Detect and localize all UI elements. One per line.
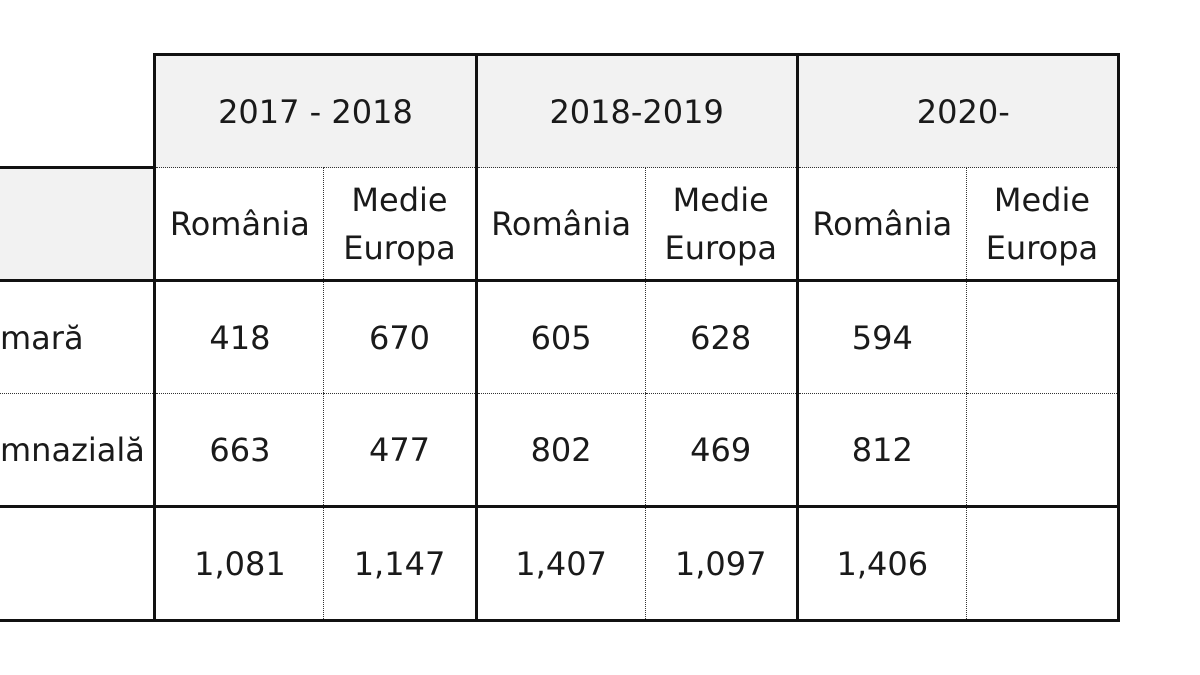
subheader-medie-europa: Medie Europa (323, 167, 478, 282)
row-label-header (0, 166, 155, 282)
table-cell: 1,407 (476, 506, 646, 622)
table-cell: 594 (797, 280, 967, 394)
table-cell: 628 (644, 280, 799, 394)
table-cell: 663 (153, 393, 324, 508)
table-cell: 477 (323, 393, 478, 508)
table-cell (965, 393, 1121, 508)
table-cell: 670 (323, 280, 478, 394)
table-cell (965, 506, 1121, 622)
row-label: mnazială (0, 393, 155, 508)
table-cell: 1,147 (323, 506, 478, 622)
comparison-table: 2017 - 2018 2018-2019 2020- România Medi… (0, 53, 1121, 622)
table-cell: 469 (644, 393, 799, 508)
subheader-europa-line: Europa (343, 228, 456, 267)
period-header-2017-2018: 2017 - 2018 (153, 53, 478, 168)
table-row: mară 418 670 605 628 594 (0, 280, 1121, 394)
subheader-romania: România (476, 167, 646, 282)
subheader-medie-line: Medie (993, 180, 1091, 219)
table-cell: 812 (797, 393, 967, 508)
corner-cell (0, 55, 155, 168)
table-cell: 605 (476, 280, 646, 394)
table-row-total: 1,081 1,147 1,407 1,097 1,406 (0, 506, 1121, 622)
row-label-text: mară (0, 318, 84, 357)
table-cell: 1,081 (153, 506, 324, 622)
period-header-2020: 2020- (797, 53, 1121, 168)
table-cell (965, 280, 1121, 394)
period-header-2018-2019: 2018-2019 (476, 53, 799, 168)
header-row-periods: 2017 - 2018 2018-2019 2020- (0, 53, 1121, 168)
table-cell: 1,097 (644, 506, 799, 622)
table-cell: 802 (476, 393, 646, 508)
subheader-medie-europa: Medie Europa (965, 167, 1121, 282)
table-cell: 1,406 (797, 506, 967, 622)
subheader-romania: România (797, 167, 967, 282)
header-row-subheaders: România Medie Europa România Medie Europ… (0, 166, 1121, 282)
row-label-text: mnazială (0, 430, 145, 469)
table-row: mnazială 663 477 802 469 812 (0, 393, 1121, 508)
subheader-medie-europa: Medie Europa (644, 167, 799, 282)
row-label: mară (0, 280, 155, 394)
subheader-europa-line: Europa (985, 228, 1099, 267)
row-label (0, 506, 155, 622)
subheader-romania: România (153, 167, 324, 282)
subheader-europa-line: Europa (664, 228, 777, 267)
table-cell: 418 (153, 280, 324, 394)
subheader-medie-line: Medie (351, 180, 448, 219)
subheader-medie-line: Medie (672, 180, 769, 219)
